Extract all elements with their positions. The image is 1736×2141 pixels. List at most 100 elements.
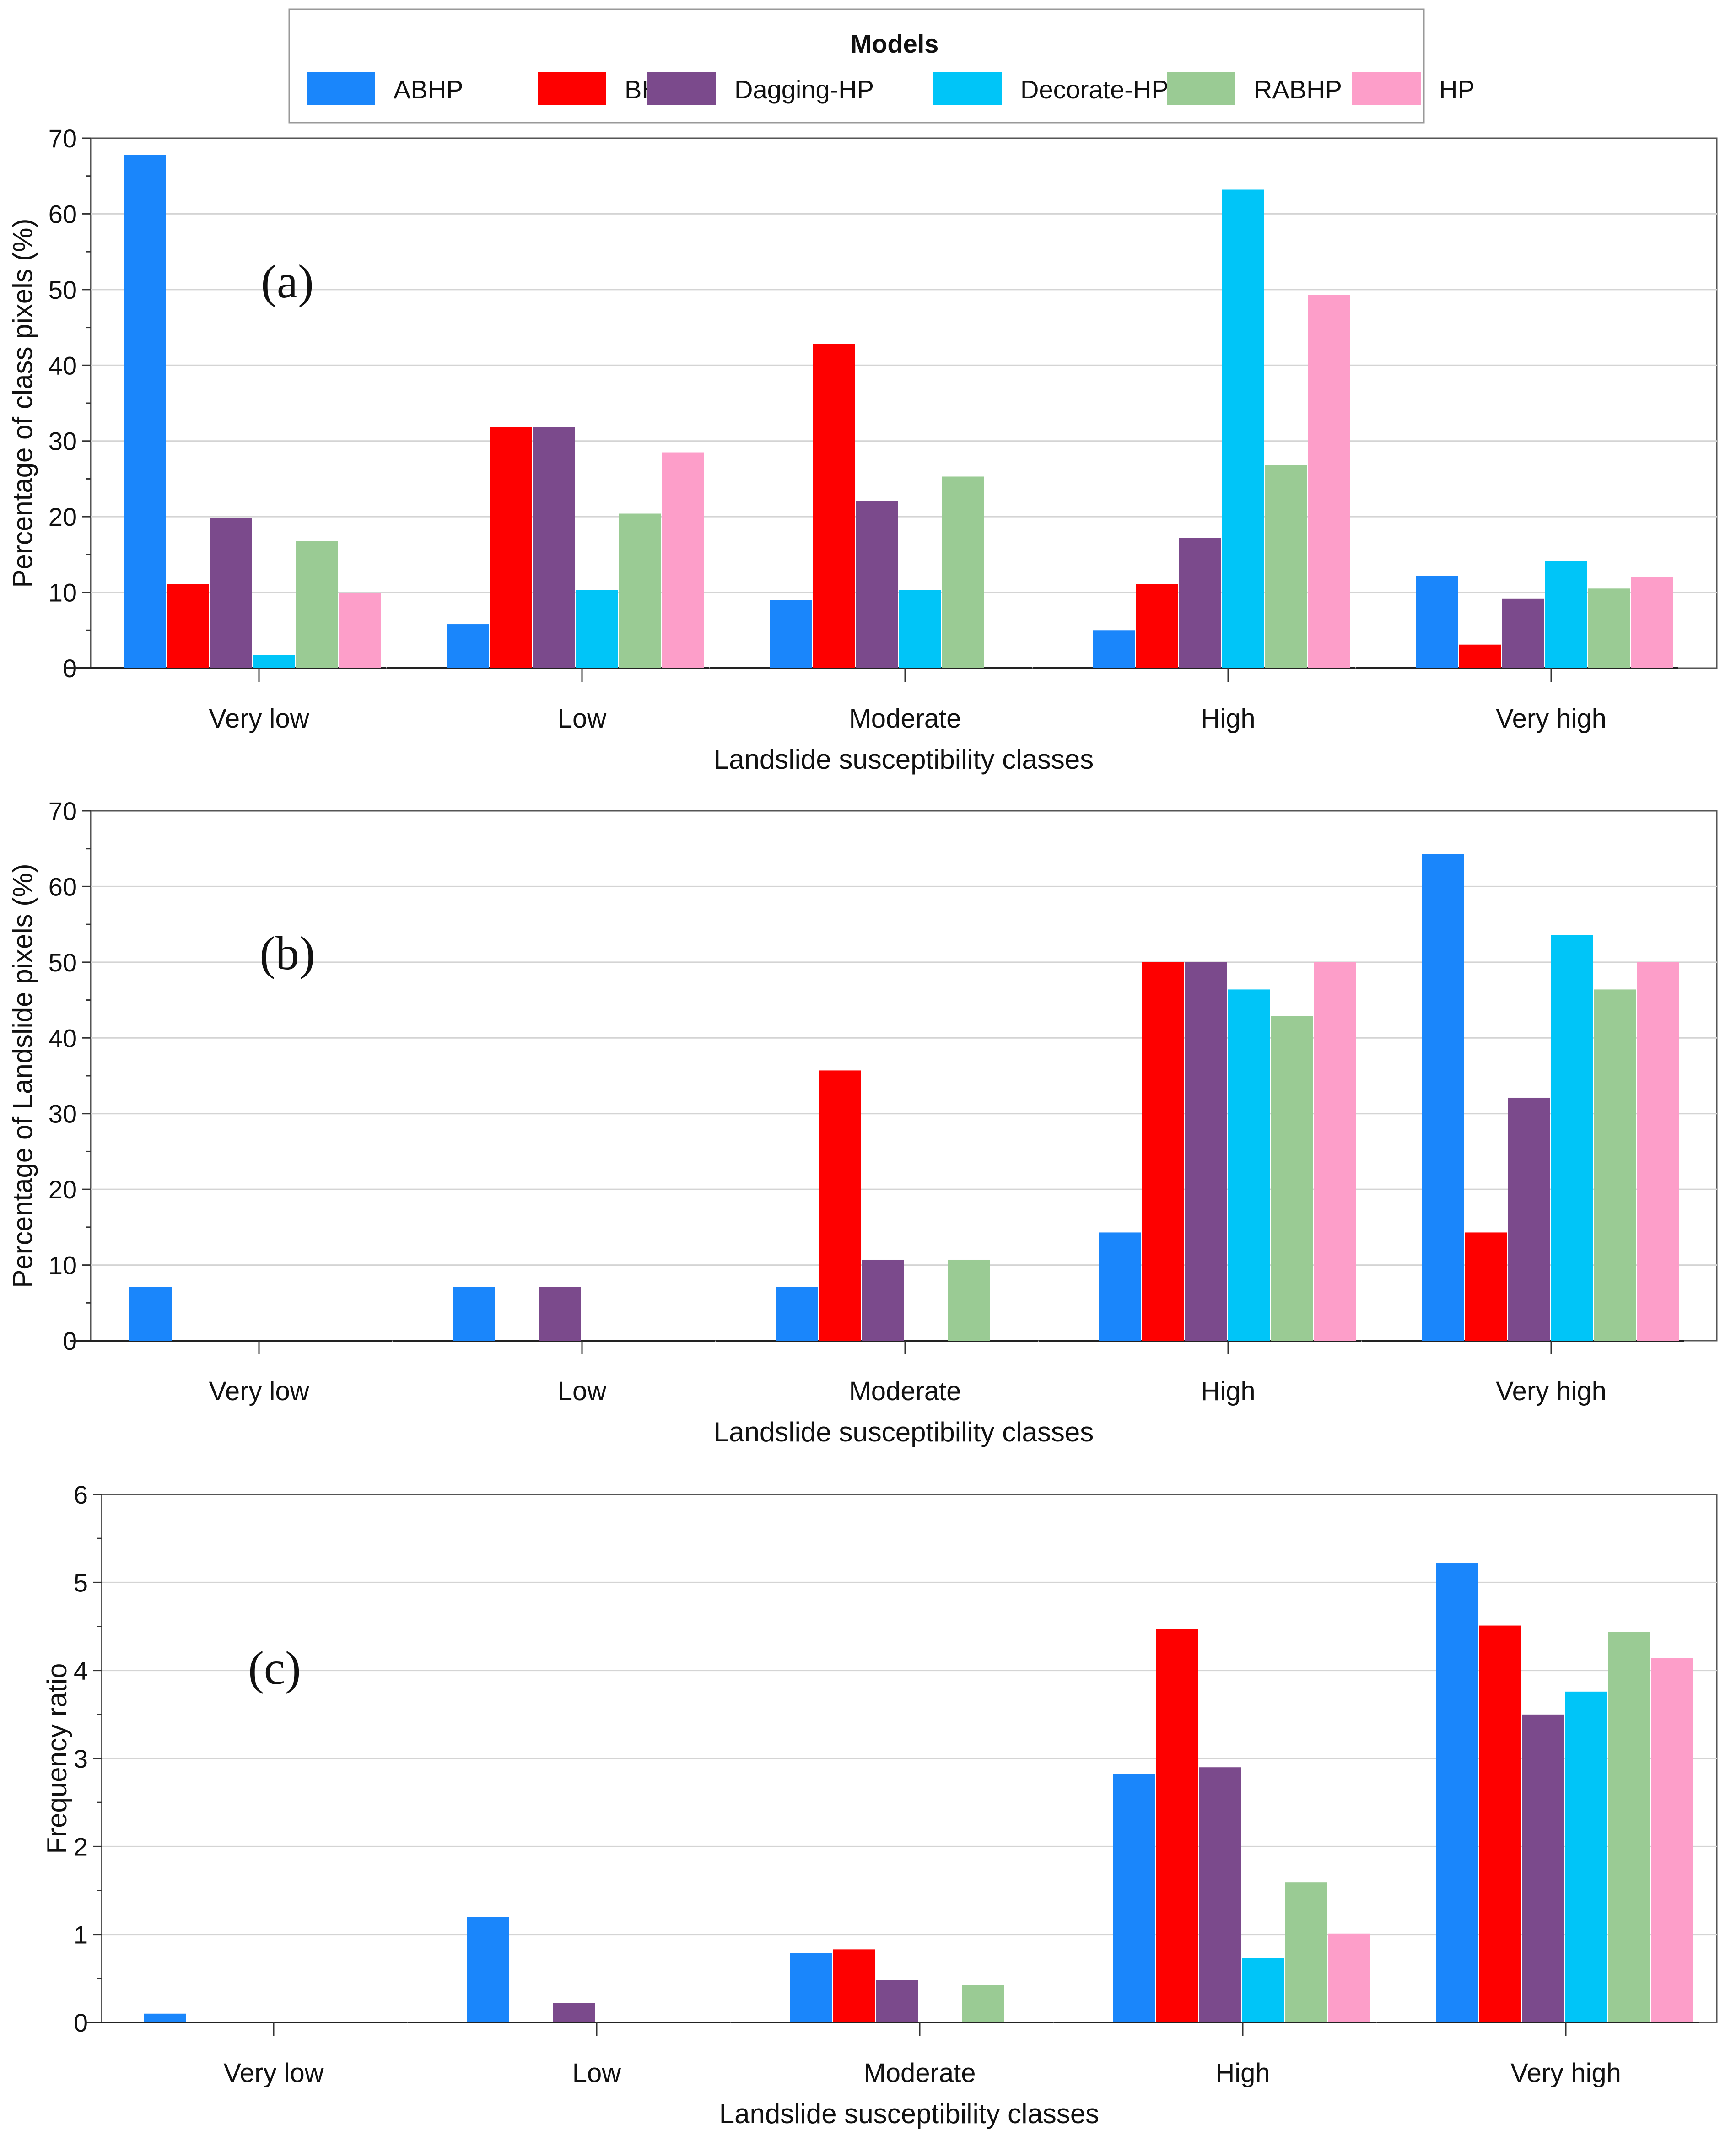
y-axis-label: Percentage of Landslide pixels (%) — [7, 863, 38, 1288]
bar-rabhp-low — [619, 513, 661, 668]
bar-hp-very-high — [1651, 1658, 1693, 2022]
bar-rabhp-high — [1271, 1016, 1313, 1341]
x-tick-label-very-high: Very high — [1496, 1376, 1607, 1406]
bar-dagging-hp-low — [553, 2003, 595, 2022]
bar-bhp-very-high — [1459, 644, 1501, 668]
bar-bhp-very-low — [167, 584, 209, 668]
x-axis-label: Landslide susceptibility classes — [714, 1417, 1094, 1447]
bar-decorate-hp-very-high — [1551, 935, 1593, 1341]
bar-rabhp-very-high — [1588, 588, 1630, 668]
y-tick-label: 60 — [49, 872, 77, 901]
y-tick-label: 10 — [49, 1251, 77, 1280]
legend-label-decorate-hp: Decorate-HP — [1020, 75, 1169, 104]
y-tick-label: 70 — [49, 797, 77, 825]
x-tick-label-very-high: Very high — [1496, 704, 1607, 733]
y-tick-label: 5 — [74, 1568, 88, 1597]
y-tick-label: 6 — [74, 1480, 88, 1509]
legend-label-abhp: ABHP — [394, 75, 464, 104]
bar-dagging-hp-very-low — [210, 518, 252, 668]
bar-rabhp-very-high — [1594, 989, 1636, 1341]
y-tick-label: 50 — [49, 948, 77, 977]
bar-abhp-low — [467, 1917, 509, 2022]
legend: Models ABHPBHPDagging-HPDecorate-HPRABHP… — [288, 8, 1475, 124]
bar-hp-high — [1314, 962, 1356, 1341]
bar-abhp-high — [1093, 630, 1135, 668]
bar-decorate-hp-high — [1222, 189, 1264, 668]
bar-abhp-low — [447, 624, 489, 668]
x-tick-label-moderate: Moderate — [849, 1376, 961, 1406]
bar-bhp-moderate — [819, 1070, 861, 1341]
y-axis-label: Percentage of class pixels (%) — [7, 218, 38, 588]
y-tick-label: 2 — [74, 1832, 88, 1861]
bar-dagging-hp-very-high — [1502, 598, 1544, 668]
x-tick-label-moderate: Moderate — [849, 704, 961, 733]
y-tick-label: 1 — [74, 1920, 88, 1949]
bar-hp-high — [1308, 295, 1350, 668]
bar-bhp-low — [490, 427, 532, 668]
bar-dagging-hp-very-high — [1508, 1097, 1550, 1341]
y-tick-label: 4 — [74, 1656, 88, 1685]
x-tick-label-very-high: Very high — [1510, 2058, 1621, 2088]
legend-label-rabhp: RABHP — [1254, 75, 1342, 104]
legend-swatch-rabhp — [1167, 72, 1235, 105]
bar-rabhp-high — [1265, 465, 1307, 668]
bar-dagging-hp-high — [1199, 1767, 1241, 2022]
bar-rabhp-high — [1285, 1882, 1327, 2022]
bar-dagging-hp-low — [533, 427, 575, 668]
bar-rabhp-moderate — [948, 1259, 990, 1341]
x-axis-label: Landslide susceptibility classes — [714, 744, 1094, 775]
bar-bhp-high — [1156, 1629, 1198, 2022]
bar-abhp-very-low — [144, 2013, 186, 2022]
legend-title: Models — [851, 29, 939, 58]
y-axis-label: Frequency ratio — [42, 1663, 72, 1854]
bar-dagging-hp-high — [1179, 538, 1221, 668]
bar-bhp-moderate — [813, 344, 855, 668]
bar-hp-very-high — [1631, 577, 1673, 668]
x-tick-label-low: Low — [558, 1376, 607, 1406]
bar-bhp-very-high — [1465, 1232, 1507, 1341]
x-tick-label-very-low: Very low — [209, 1376, 309, 1406]
bar-dagging-hp-moderate — [862, 1259, 904, 1341]
bar-dagging-hp-very-high — [1522, 1714, 1564, 2022]
x-tick-label-very-low: Very low — [209, 704, 309, 733]
x-tick-label-low: Low — [572, 2058, 622, 2088]
bar-decorate-hp-moderate — [899, 590, 941, 668]
x-tick-label-high: High — [1201, 1376, 1255, 1406]
panel-label-b: (b) — [259, 927, 315, 980]
y-tick-label: 20 — [49, 1175, 77, 1204]
y-tick-label: 3 — [74, 1744, 88, 1773]
y-tick-label: 40 — [49, 1024, 77, 1052]
x-axis-label: Landslide susceptibility classes — [719, 2098, 1099, 2129]
bar-abhp-moderate — [770, 600, 812, 668]
x-tick-label-moderate: Moderate — [863, 2058, 976, 2088]
bar-rabhp-moderate — [942, 476, 984, 668]
legend-swatch-abhp — [307, 72, 375, 105]
y-tick-label: 40 — [49, 351, 77, 380]
bar-abhp-high — [1099, 1232, 1141, 1341]
bar-abhp-very-low — [124, 155, 166, 668]
bar-decorate-hp-very-low — [253, 655, 295, 668]
bar-decorate-hp-low — [576, 590, 618, 668]
x-tick-label-very-low: Very low — [223, 2058, 324, 2088]
bar-dagging-hp-low — [539, 1287, 581, 1341]
y-tick-label: 10 — [49, 578, 77, 607]
bar-dagging-hp-moderate — [876, 1980, 918, 2022]
legend-label-dagging-hp: Dagging-HP — [734, 75, 874, 104]
bar-hp-high — [1328, 1933, 1370, 2022]
panel-label-c: (c) — [248, 1642, 301, 1694]
bar-abhp-high — [1113, 1774, 1155, 2022]
y-tick-label: 70 — [49, 124, 77, 153]
panel-label-a: (a) — [261, 255, 313, 308]
bar-abhp-very-high — [1416, 576, 1458, 668]
legend-label-hp: HP — [1439, 75, 1475, 104]
bar-decorate-hp-very-high — [1565, 1691, 1607, 2022]
legend-frame — [288, 8, 1425, 124]
bar-bhp-high — [1142, 962, 1184, 1341]
bar-decorate-hp-high — [1242, 1958, 1284, 2022]
bar-decorate-hp-very-high — [1545, 561, 1587, 668]
legend-swatch-hp — [1352, 72, 1421, 105]
bar-bhp-moderate — [833, 1949, 875, 2022]
